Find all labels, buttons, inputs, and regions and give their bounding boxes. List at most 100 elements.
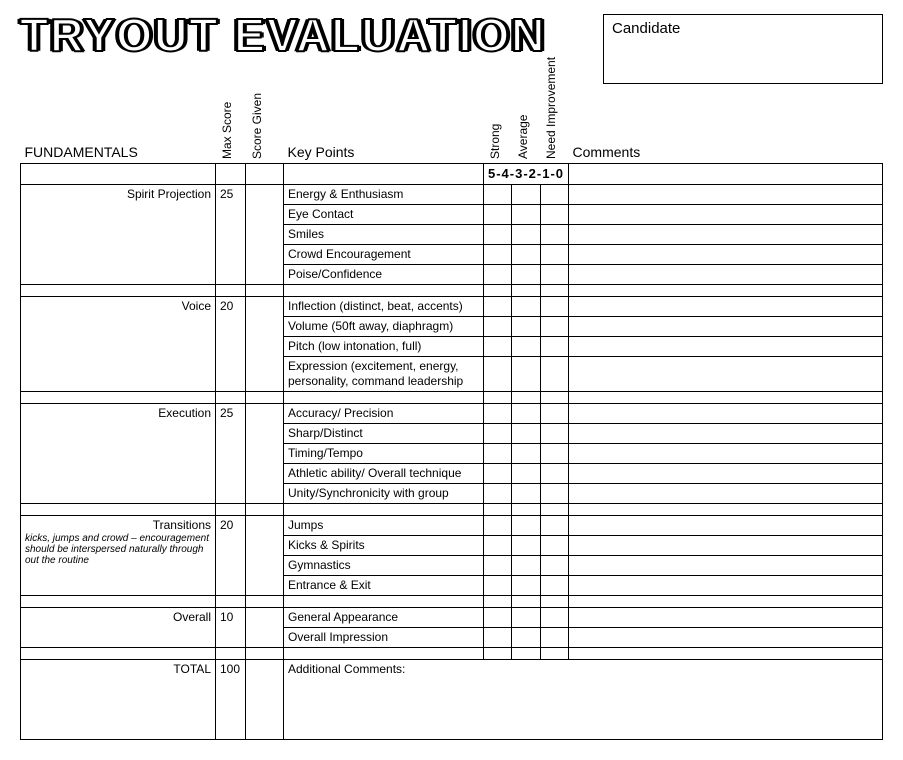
rating-cell[interactable] — [484, 245, 512, 265]
comment-cell[interactable] — [569, 464, 883, 484]
section-score-given[interactable] — [246, 516, 284, 596]
candidate-box[interactable]: Candidate — [603, 14, 883, 84]
rating-cell[interactable] — [540, 516, 568, 536]
rating-cell[interactable] — [540, 225, 568, 245]
comment-cell[interactable] — [569, 628, 883, 648]
rating-cell[interactable] — [512, 205, 540, 225]
rating-cell[interactable] — [484, 424, 512, 444]
comment-cell[interactable] — [569, 516, 883, 536]
rating-cell[interactable] — [484, 484, 512, 504]
rating-cell[interactable] — [512, 444, 540, 464]
rating-cell[interactable] — [484, 536, 512, 556]
rating-cell[interactable] — [540, 608, 568, 628]
rating-cell[interactable] — [540, 576, 568, 596]
key-point: Kicks & Spirits — [284, 536, 484, 556]
rating-cell[interactable] — [484, 297, 512, 317]
rating-cell[interactable] — [512, 556, 540, 576]
rating-cell[interactable] — [512, 337, 540, 357]
rating-cell[interactable] — [512, 536, 540, 556]
rating-cell[interactable] — [484, 576, 512, 596]
rating-cell[interactable] — [512, 516, 540, 536]
rating-cell[interactable] — [540, 536, 568, 556]
rating-cell[interactable] — [484, 628, 512, 648]
rating-cell[interactable] — [484, 265, 512, 285]
rating-cell[interactable] — [540, 265, 568, 285]
rating-cell[interactable] — [540, 245, 568, 265]
rating-cell[interactable] — [484, 516, 512, 536]
header-strong: Strong — [488, 76, 503, 161]
section-score-given[interactable] — [246, 185, 284, 285]
comment-cell[interactable] — [569, 205, 883, 225]
rating-cell[interactable] — [484, 404, 512, 424]
section-score-given[interactable] — [246, 404, 284, 504]
total-given[interactable] — [246, 660, 284, 740]
rating-cell[interactable] — [512, 225, 540, 245]
rating-cell[interactable] — [484, 357, 512, 392]
rating-cell[interactable] — [512, 245, 540, 265]
rating-cell[interactable] — [540, 556, 568, 576]
rating-cell[interactable] — [484, 225, 512, 245]
rating-cell[interactable] — [540, 444, 568, 464]
comment-cell[interactable] — [569, 608, 883, 628]
section-max: 25 — [216, 185, 246, 285]
evaluation-table: FUNDAMENTALS Max Score Score Given Key P… — [20, 74, 883, 740]
comment-cell[interactable] — [569, 357, 883, 392]
rating-cell[interactable] — [512, 608, 540, 628]
rating-cell[interactable] — [512, 424, 540, 444]
rating-cell[interactable] — [540, 205, 568, 225]
rating-cell[interactable] — [540, 337, 568, 357]
key-point: Smiles — [284, 225, 484, 245]
rating-cell[interactable] — [540, 484, 568, 504]
rating-cell[interactable] — [540, 404, 568, 424]
rating-cell[interactable] — [484, 556, 512, 576]
additional-comments[interactable]: Additional Comments: — [284, 660, 883, 740]
rating-cell[interactable] — [512, 317, 540, 337]
rating-cell[interactable] — [540, 297, 568, 317]
section-max: 10 — [216, 608, 246, 648]
comment-cell[interactable] — [569, 297, 883, 317]
comment-cell[interactable] — [569, 317, 883, 337]
comment-cell[interactable] — [569, 337, 883, 357]
section-score-given[interactable] — [246, 297, 284, 392]
rating-cell[interactable] — [512, 265, 540, 285]
comment-cell[interactable] — [569, 484, 883, 504]
rating-cell[interactable] — [484, 205, 512, 225]
comment-cell[interactable] — [569, 245, 883, 265]
rating-cell[interactable] — [512, 576, 540, 596]
rating-cell[interactable] — [484, 337, 512, 357]
key-point: Crowd Encouragement — [284, 245, 484, 265]
rating-cell[interactable] — [512, 185, 540, 205]
rating-cell[interactable] — [484, 185, 512, 205]
rating-cell[interactable] — [484, 317, 512, 337]
comment-cell[interactable] — [569, 265, 883, 285]
rating-cell[interactable] — [512, 464, 540, 484]
comment-cell[interactable] — [569, 444, 883, 464]
comment-cell[interactable] — [569, 576, 883, 596]
rating-cell[interactable] — [540, 357, 568, 392]
rating-cell[interactable] — [540, 317, 568, 337]
rating-cell[interactable] — [512, 297, 540, 317]
rating-cell[interactable] — [540, 464, 568, 484]
key-point: Accuracy/ Precision — [284, 404, 484, 424]
comment-cell[interactable] — [569, 185, 883, 205]
section-max: 20 — [216, 516, 246, 596]
rating-cell[interactable] — [540, 628, 568, 648]
comment-cell[interactable] — [569, 424, 883, 444]
rating-scale: 5-4-3-2-1-0 — [488, 166, 564, 181]
comment-cell[interactable] — [569, 225, 883, 245]
rating-cell[interactable] — [484, 464, 512, 484]
comment-cell[interactable] — [569, 556, 883, 576]
rating-cell[interactable] — [512, 357, 540, 392]
rating-cell[interactable] — [484, 444, 512, 464]
section-sublabel: kicks, jumps and crowd – encouragement s… — [25, 533, 211, 566]
rating-cell[interactable] — [512, 404, 540, 424]
rating-cell[interactable] — [512, 628, 540, 648]
comment-cell[interactable] — [569, 404, 883, 424]
rating-cell[interactable] — [540, 185, 568, 205]
comment-cell[interactable] — [569, 536, 883, 556]
rating-cell[interactable] — [484, 608, 512, 628]
section-score-given[interactable] — [246, 608, 284, 648]
rating-cell[interactable] — [512, 484, 540, 504]
header-fundamentals: FUNDAMENTALS — [21, 74, 216, 164]
rating-cell[interactable] — [540, 424, 568, 444]
